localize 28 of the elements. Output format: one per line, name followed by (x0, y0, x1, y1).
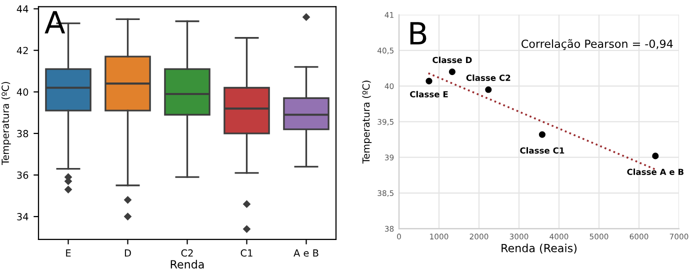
x-axis-title: Renda (170, 260, 204, 269)
chart-title: A (44, 11, 66, 34)
annotation: Correlação Pearson = -0,94 (522, 39, 673, 50)
annotation: Classe C1 (520, 147, 564, 154)
annotation: Classe A e B (627, 168, 684, 176)
point (485, 86, 492, 93)
y-tick-label: 34 (17, 213, 28, 220)
y-tick-label: 44 (16, 5, 28, 12)
annotation: Classe E (410, 90, 448, 98)
x-tick-label: C2 (181, 249, 193, 257)
y-axis-title: Temperatura (ºC) (1, 82, 11, 166)
chart-title: B (410, 22, 426, 44)
point (538, 131, 546, 138)
point (652, 152, 659, 160)
x-tick-label: A e B (294, 249, 318, 257)
y-axis-title: Temperatura (ºC) (362, 80, 372, 164)
y-tick-label: 40 (16, 88, 28, 96)
point (448, 68, 456, 76)
x-tick-label: C1 (240, 249, 252, 257)
y-tick-label: 36 (17, 171, 28, 179)
y-tick-label: 38 (17, 130, 28, 138)
x-axis-title: Renda (Reais) (502, 244, 576, 254)
point (426, 78, 432, 84)
annotation: Classe D (432, 56, 472, 64)
y-tick-label: 42 (16, 46, 28, 54)
annotation: Classe C2 (466, 74, 510, 81)
x-tick-label: E (66, 249, 71, 257)
x-tick-label: D (124, 249, 131, 257)
